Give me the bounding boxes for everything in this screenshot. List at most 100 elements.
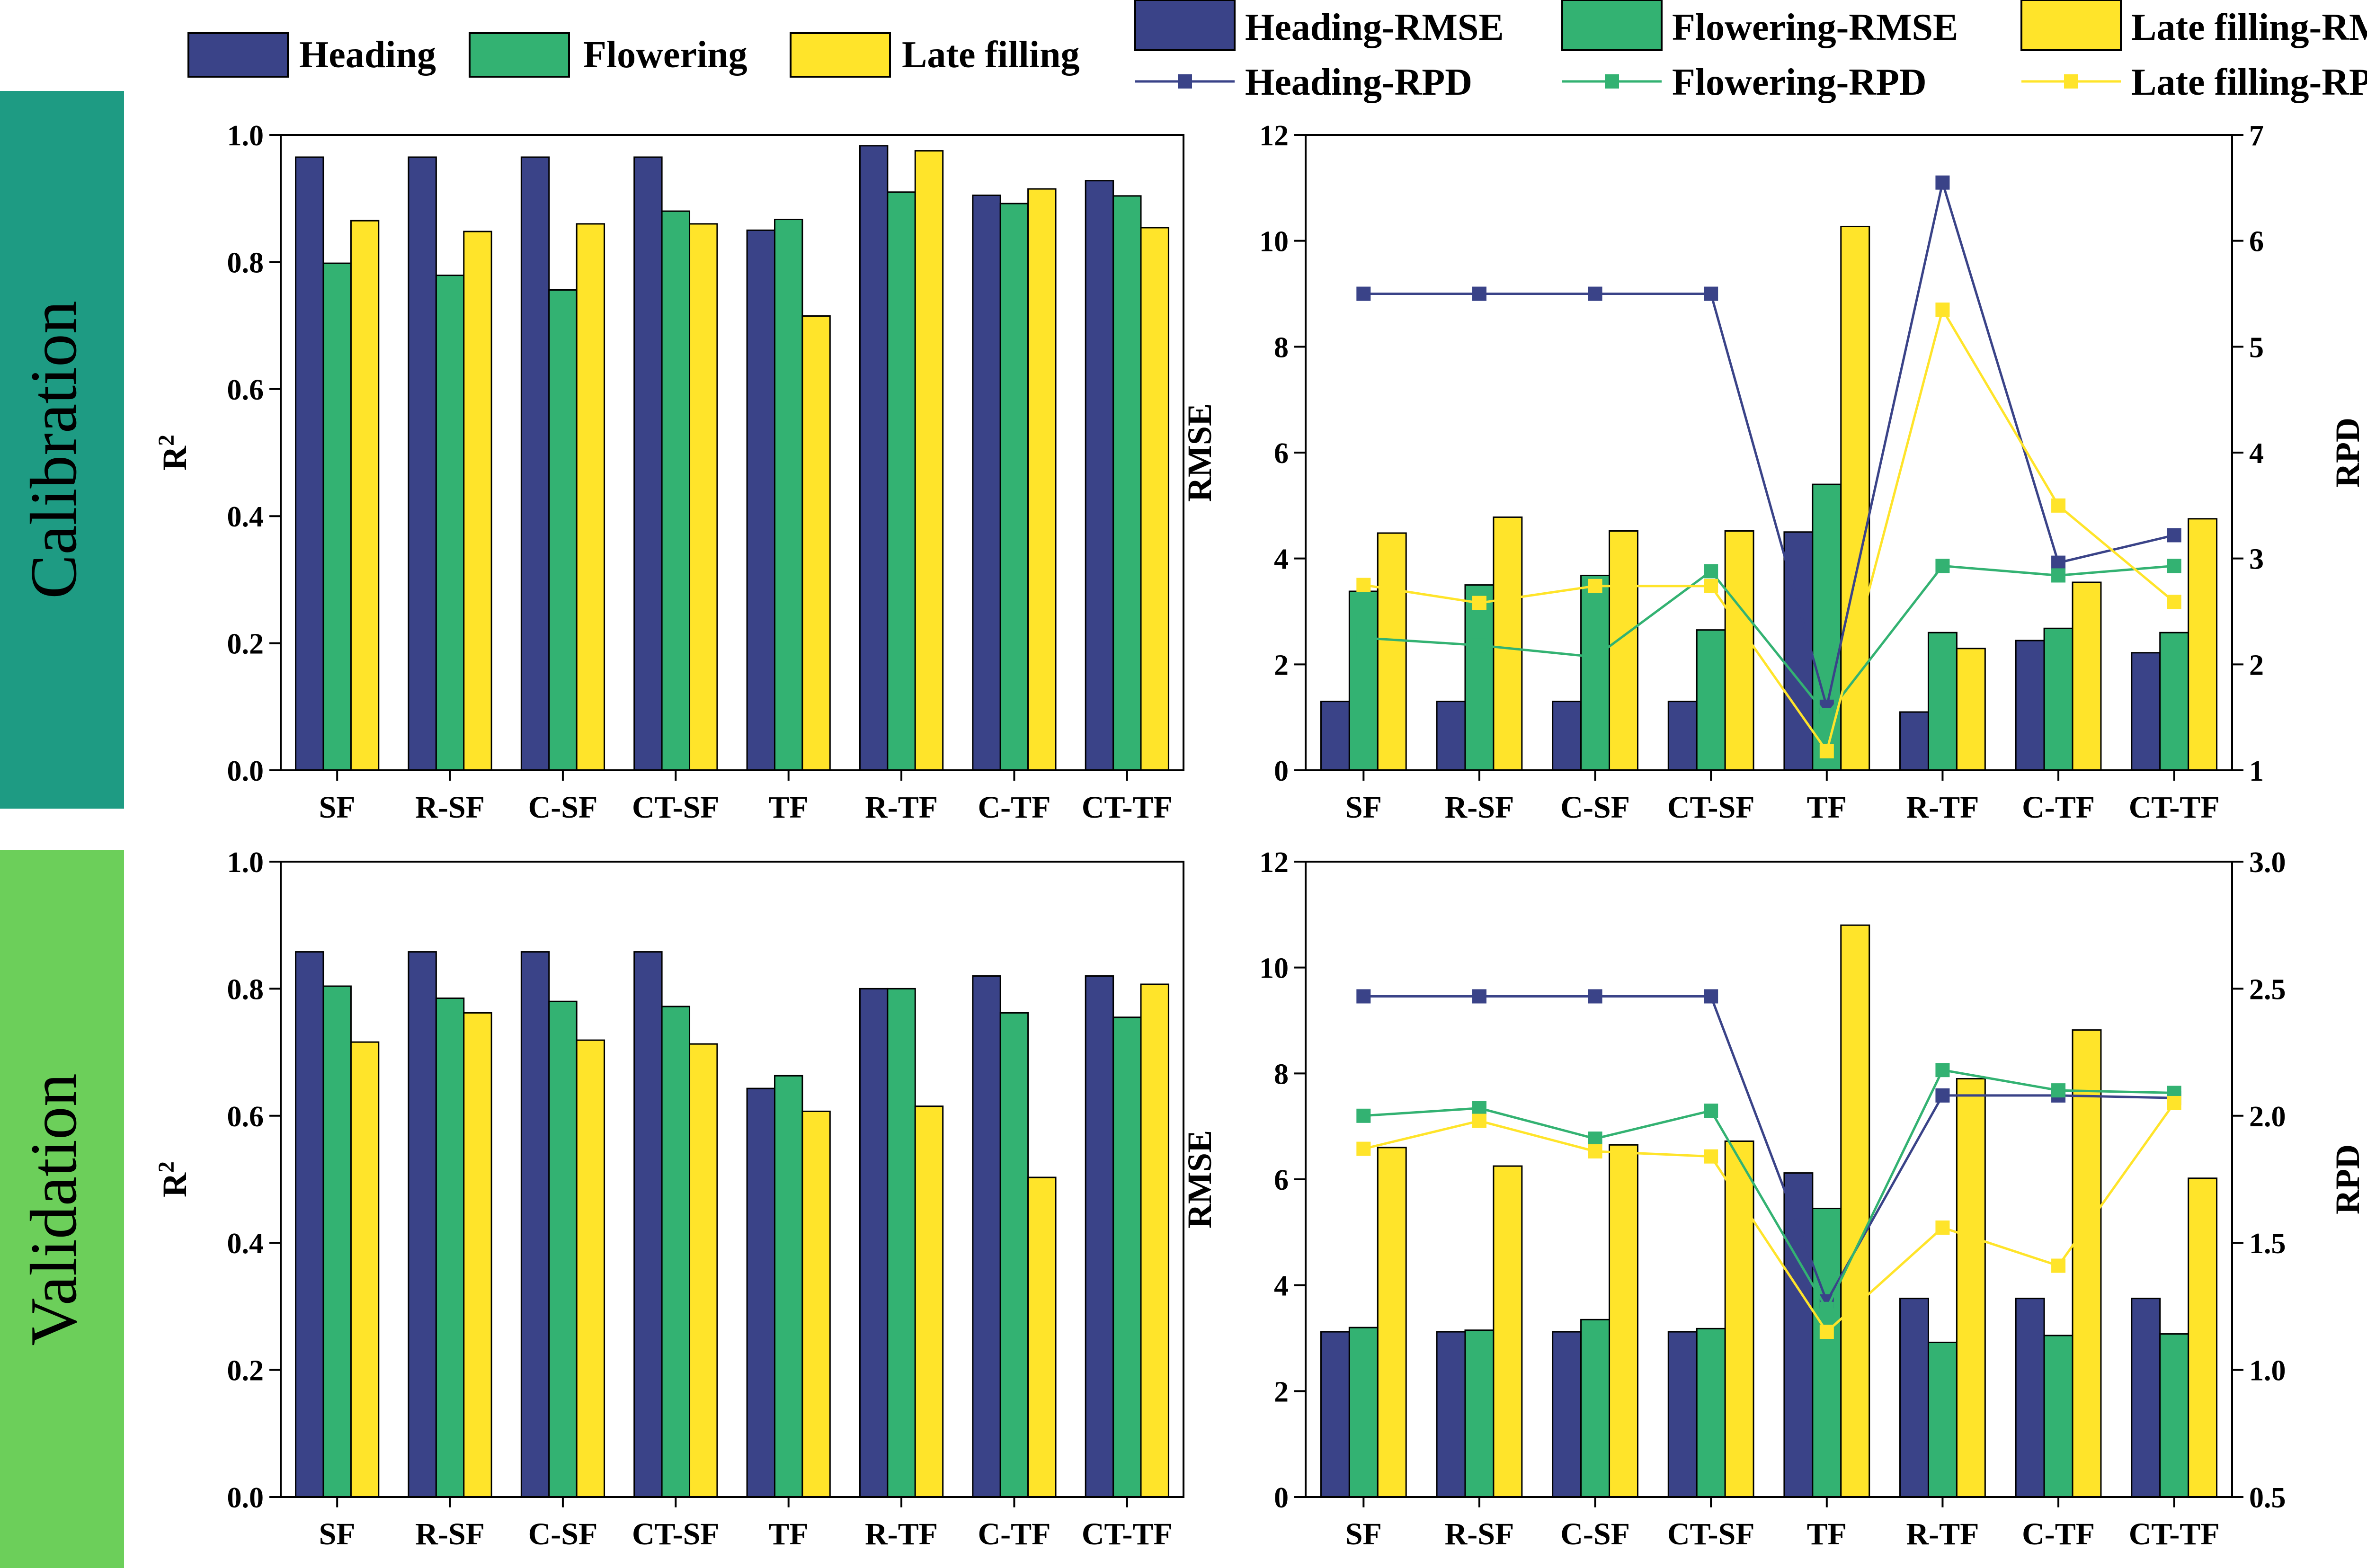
- legend-swatch-flowering-rmse: [1561, 0, 1663, 51]
- x-tick-label-sf: SF: [319, 1517, 356, 1551]
- marker-flowering-rpd-c-tf: [2051, 1083, 2066, 1098]
- legend-rmse-rpd: Heading-RMSE Flowering-RMSE Late filling…: [1134, 0, 2367, 103]
- legend-label-heading-rpd: Heading-RPD: [1245, 62, 1472, 103]
- legend-swatch-late-filling-rmse: [2020, 0, 2122, 51]
- legend-swatch-late-filling: [790, 32, 891, 78]
- marker-flowering-rpd-r-tf: [1935, 559, 1950, 573]
- x-tick-label-sf: SF: [1345, 1517, 1382, 1551]
- line-heading-rpd: [1363, 178, 2175, 707]
- y2-tick-label: 6: [2249, 226, 2264, 258]
- y-tick-label: 0.6: [227, 374, 264, 406]
- marker-heading-rpd-ct-tf: [2167, 528, 2181, 543]
- x-tick-label-ct-sf: CT-SF: [1667, 790, 1755, 825]
- y-tick-label: 0.4: [227, 1228, 264, 1260]
- y-tick-label: 4: [1274, 543, 1289, 576]
- bar-flowering-rmse-r-sf: [1464, 1329, 1495, 1498]
- marker-late-filling-rpd-c-tf: [2051, 498, 2066, 513]
- bar-heading-rmse-r-tf: [1899, 1298, 1929, 1498]
- plot-frame: [280, 134, 1184, 771]
- y2-tick-label: 3.0: [2249, 846, 2286, 879]
- marker-flowering-rpd-r-sf: [1472, 1101, 1486, 1115]
- bar-late-filling-sf: [350, 1041, 380, 1498]
- x-tick-label-tf: TF: [769, 1517, 809, 1551]
- bar-heading-tf: [746, 229, 775, 771]
- y-tick-label: 0.8: [227, 247, 264, 279]
- x-tick-label-r-tf: R-TF: [865, 790, 938, 825]
- bar-heading-rmse-c-tf: [2015, 640, 2045, 771]
- bar-heading-rmse-tf: [1783, 1172, 1814, 1498]
- y-tick-label: 0.4: [227, 501, 264, 533]
- x-tick-label-c-sf: C-SF: [528, 790, 598, 825]
- bar-heading-rmse-r-sf: [1436, 1331, 1466, 1498]
- y-axis-label-superscript: 2: [154, 435, 179, 446]
- marker-late-filling-rpd-c-sf: [1588, 579, 1602, 593]
- bar-flowering-ct-tf: [1112, 195, 1142, 771]
- bar-late-filling-ct-tf: [1140, 983, 1169, 1498]
- y-tick-label: 0.8: [227, 973, 264, 1006]
- bar-late-filling-rmse-sf: [1377, 532, 1407, 771]
- bar-heading-rmse-c-sf: [1552, 701, 1582, 771]
- validation-band: [0, 850, 124, 1568]
- bar-flowering-rmse-r-tf: [1927, 1341, 1958, 1498]
- bar-heading-r-sf: [408, 156, 437, 771]
- y-tick-label: 0.0: [227, 755, 264, 787]
- y2-tick-label: 7: [2249, 120, 2264, 152]
- plot-frame: [280, 861, 1184, 1498]
- bar-late-filling-r-tf: [914, 1105, 944, 1498]
- bar-late-filling-tf: [801, 1110, 831, 1498]
- bar-flowering-c-sf: [548, 289, 578, 771]
- bar-late-filling-rmse-tf: [1840, 924, 1870, 1498]
- marker-flowering-rpd-sf: [1356, 1108, 1371, 1123]
- legend-swatch-heading-rmse: [1134, 0, 1236, 51]
- validation-label: Validation: [17, 1073, 90, 1345]
- bar-flowering-rmse-c-sf: [1580, 1319, 1611, 1498]
- marker-late-filling-rpd-ct-tf: [2167, 595, 2181, 609]
- bar-flowering-r-sf: [435, 998, 465, 1498]
- y-tick-label: 0.2: [227, 1355, 264, 1387]
- y2-axis-label: RPD: [2329, 1144, 2367, 1214]
- bar-flowering-sf: [322, 985, 352, 1498]
- legend-swatch-flowering: [469, 32, 570, 78]
- bar-flowering-rmse-tf: [1812, 1208, 1842, 1498]
- y-tick-label: 2: [1274, 1376, 1289, 1408]
- bar-flowering-rmse-ct-tf: [2159, 1333, 2189, 1498]
- marker-flowering-rpd-ct-sf: [1704, 564, 1718, 579]
- y-axis-label: R2: [154, 435, 194, 471]
- y-tick-label: 8: [1274, 1058, 1289, 1090]
- y-tick-label: 12: [1259, 120, 1289, 152]
- line-flowering-rpd: [1363, 564, 2174, 717]
- x-tick-label-r-sf: R-SF: [1445, 790, 1514, 825]
- legend-label-flowering-rpd: Flowering-RPD: [1672, 62, 1927, 103]
- marker-heading-rpd-r-tf: [1935, 1088, 1950, 1103]
- bar-late-filling-c-sf: [576, 223, 605, 771]
- bar-heading-rmse-ct-sf: [1667, 1331, 1698, 1498]
- bar-heading-ct-tf: [1085, 180, 1114, 771]
- marker-late-filling-rpd-sf: [1356, 578, 1371, 592]
- bar-flowering-rmse-tf: [1812, 483, 1842, 771]
- y-tick-label: 4: [1274, 1270, 1289, 1302]
- bar-late-filling-rmse-r-tf: [1956, 648, 1986, 771]
- chart-validation-rmse-rpd: 0.5 1.0 1.5 2.0 2.5 3.0 RPD 0 2 4 6 8 10 12 SF R-SF C-SF…: [1181, 846, 2367, 1551]
- bar-flowering-rmse-sf: [1348, 590, 1379, 771]
- x-tick-label-c-tf: C-TF: [2022, 1517, 2095, 1551]
- marker-heading-rpd-sf: [1356, 989, 1371, 1004]
- x-tick-label-r-sf: R-SF: [1445, 1517, 1514, 1551]
- chart-calibration-r2: 0.0 0.2 0.4 0.6 0.8 1.0 SF R-SF C-SF CT-SF TF R-TF C…: [154, 120, 1184, 825]
- y2-tick-label: 5: [2249, 331, 2264, 364]
- bar-late-filling-r-sf: [463, 231, 492, 771]
- y-axis-label-superscript: 2: [154, 1161, 179, 1173]
- line-late-filling-rpd: [1363, 306, 2175, 754]
- y-tick-label: 0.0: [227, 1482, 264, 1514]
- bar-late-filling-rmse-sf: [1377, 1147, 1407, 1498]
- y2-tick-label: 2.0: [2249, 1101, 2286, 1133]
- marker-flowering-rpd-c-sf: [1588, 1131, 1602, 1146]
- bar-flowering-tf: [774, 218, 803, 771]
- y-axis-label: RMSE: [1181, 403, 1219, 502]
- marker-heading-rpd-r-sf: [1472, 989, 1486, 1004]
- y-tick-label: 2: [1274, 649, 1289, 681]
- bar-heading-c-sf: [520, 951, 550, 1498]
- bar-late-filling-c-tf: [1027, 188, 1057, 771]
- x-tick-label-r-tf: R-TF: [1906, 1517, 1979, 1551]
- legend-label-late-filling-rmse: Late filling-RMSE: [2131, 7, 2367, 48]
- bar-heading-c-sf: [520, 156, 550, 771]
